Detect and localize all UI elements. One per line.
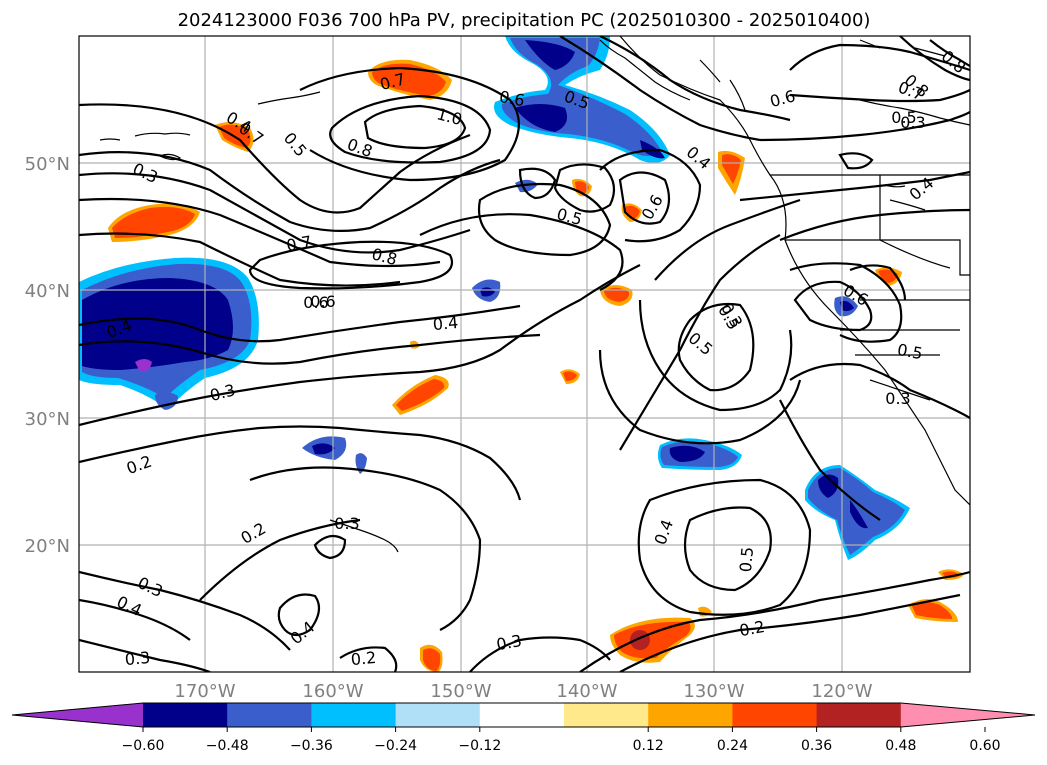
colorbar-tick-label: 0.12 (633, 738, 664, 754)
map-panel: 0.7 1.0 0.8 0.6 0.5 0.4 0.5 0.3 0.5 0.6 … (25, 35, 971, 702)
map-frame (78, 35, 971, 673)
colorbar-swatch (479, 703, 565, 727)
colorbar-swatch (816, 703, 902, 727)
contour-label: 0.6 (310, 292, 335, 311)
colorbar-ticks (142, 727, 986, 732)
contour-label: 0.5 (891, 108, 916, 127)
colorbar-extend-max (900, 703, 1035, 727)
gridlines (79, 36, 970, 672)
colorbar-swatch (564, 703, 649, 727)
pv-contours (79, 36, 970, 672)
colorbar-swatch (227, 703, 312, 727)
contour-label: 0.3 (495, 631, 523, 654)
colorbar-swatch (648, 703, 733, 727)
colorbar-tick-label: 0.48 (885, 738, 916, 754)
colorbar-tick-label: −0.48 (206, 738, 249, 754)
contour-label: 0.3 (124, 648, 151, 669)
lon-label: 130°W (683, 681, 744, 702)
contour-label: 0.7 (285, 232, 313, 255)
latitude-labels: 50°N 40°N 30°N 20°N (25, 154, 70, 557)
colorbar-swatch (732, 703, 818, 727)
contour-label: 0.3 (885, 389, 910, 408)
colorbar-swatch (395, 703, 481, 727)
contour-label: 0.3 (900, 113, 925, 132)
contour-label: 0.4 (432, 313, 459, 334)
lat-label: 20°N (25, 536, 70, 557)
lon-label: 160°W (302, 681, 363, 702)
colorbar-tick-label: 0.60 (969, 738, 1000, 754)
figure-title: 2024123000 F036 700 hPa PV, precipitatio… (178, 10, 871, 31)
lon-label: 170°W (174, 681, 235, 702)
colorbar-tick-label: −0.60 (122, 738, 165, 754)
lon-label: 120°W (811, 681, 872, 702)
contour-label: 0.5 (896, 340, 924, 363)
longitude-labels: 170°W 160°W 150°W 140°W 130°W 120°W (174, 681, 872, 702)
colorbar-tick-label: 0.24 (717, 738, 748, 754)
lon-label: 150°W (430, 681, 491, 702)
colorbar-tick-labels: −0.60 −0.48 −0.36 −0.24 −0.12 0.12 0.24 0.36 0.4… (122, 738, 1001, 754)
colorbar-tick-label: 0.36 (801, 738, 832, 754)
colorbar-tick-label: −0.36 (290, 738, 333, 754)
colorbar: −0.60 −0.48 −0.36 −0.24 −0.12 0.12 0.24 0.36 0.4… (11, 702, 1036, 754)
colorbar-swatch (311, 703, 397, 727)
lon-label: 140°W (556, 681, 617, 702)
contour-label: 0.6 (498, 87, 526, 110)
contour-label: 0.3 (334, 514, 359, 533)
lat-label: 40°N (25, 281, 70, 302)
precip-negative-shading (79, 36, 910, 560)
contour-label: 0.2 (738, 617, 766, 640)
colorbar-tick-label: −0.12 (458, 738, 501, 754)
lat-label: 50°N (25, 154, 70, 175)
contour-label: 0.2 (350, 648, 377, 669)
contour-label: 0.6 (303, 293, 328, 312)
colorbar-swatches (11, 702, 1036, 728)
colorbar-extend-min (12, 703, 143, 727)
contour-label: 0.5 (736, 546, 757, 573)
colorbar-swatch (143, 703, 228, 727)
colorbar-tick-label: −0.24 (374, 738, 417, 754)
lat-label: 30°N (25, 409, 70, 430)
